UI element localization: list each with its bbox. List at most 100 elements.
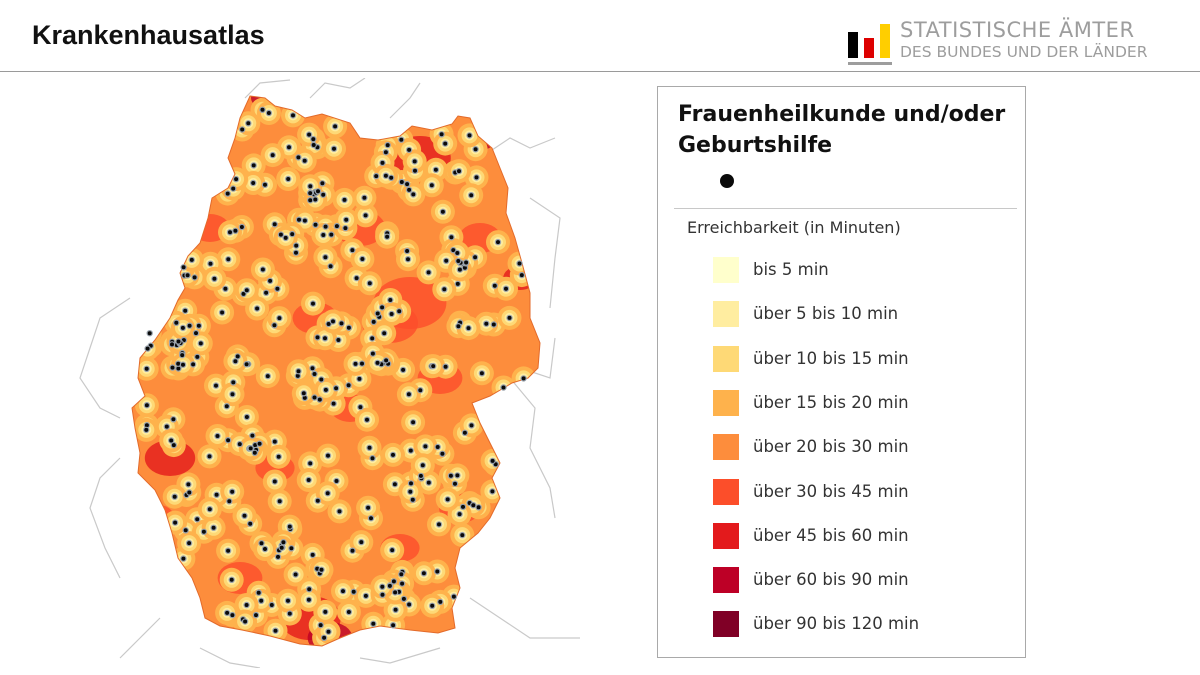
hospital-marker bbox=[490, 321, 497, 328]
legend-class-label: über 10 bis 15 min bbox=[753, 348, 909, 368]
hospital-marker bbox=[374, 359, 381, 367]
hospital-marker bbox=[405, 146, 413, 154]
hospital-marker bbox=[200, 528, 208, 535]
hospital-marker bbox=[335, 336, 342, 344]
hospital-marker bbox=[179, 361, 187, 368]
hospital-marker bbox=[175, 338, 182, 345]
hospital-marker bbox=[422, 443, 429, 450]
hospital-marker bbox=[387, 296, 394, 304]
hospital-marker bbox=[144, 345, 151, 352]
hospital-marker bbox=[379, 591, 386, 599]
hospital-marker bbox=[363, 416, 371, 423]
legend-class-row: über 20 bis 30 min bbox=[713, 434, 1013, 461]
hospital-marker bbox=[301, 157, 308, 164]
hospital-marker bbox=[314, 334, 321, 341]
hospital-marker bbox=[389, 622, 397, 629]
hospital-marker bbox=[169, 364, 176, 371]
hospital-marker bbox=[520, 375, 527, 382]
legend-class-row: über 45 bis 60 min bbox=[713, 522, 1013, 549]
hospital-marker bbox=[353, 274, 360, 282]
hospital-marker bbox=[429, 602, 436, 610]
hospital-marker bbox=[518, 271, 525, 279]
hospital-marker bbox=[230, 379, 237, 386]
hospital-marker bbox=[358, 360, 366, 367]
hospital-marker bbox=[320, 191, 327, 198]
hospital-marker bbox=[306, 189, 314, 197]
hospital-marker bbox=[332, 385, 340, 392]
statistische-aemter-logo: STATISTISCHE ÄMTER DES BUNDES UND DER LÄ… bbox=[848, 14, 1196, 65]
hospital-marker bbox=[322, 223, 329, 230]
hospital-marker bbox=[398, 178, 405, 186]
hospital-marker bbox=[192, 329, 200, 337]
hospital-marker bbox=[143, 402, 151, 409]
hospital-marker bbox=[343, 216, 350, 223]
hospital-marker bbox=[309, 300, 317, 307]
hospital-marker bbox=[311, 394, 318, 401]
hospital-marker bbox=[301, 217, 309, 224]
hospital-marker bbox=[243, 286, 250, 294]
hospital-marker bbox=[389, 546, 396, 554]
hospital-marker bbox=[434, 568, 441, 575]
hospital-marker bbox=[407, 447, 414, 454]
hospital-marker bbox=[178, 351, 186, 359]
hospital-marker bbox=[405, 391, 413, 398]
hospital-marker bbox=[454, 280, 461, 288]
hospital-marker bbox=[367, 515, 375, 522]
hospital-marker bbox=[454, 249, 461, 257]
hospital-marker bbox=[362, 592, 370, 600]
border-denmark bbox=[244, 77, 421, 119]
legend-class-row: über 30 bis 45 min bbox=[713, 478, 1013, 505]
hospital-marker bbox=[373, 172, 380, 180]
hospital-marker bbox=[359, 255, 366, 263]
hospital-marker bbox=[184, 272, 191, 279]
hospital-marker bbox=[432, 166, 440, 174]
hospital-marker bbox=[207, 260, 214, 267]
hospital-marker bbox=[379, 159, 386, 167]
hospital-marker bbox=[194, 353, 201, 361]
legend-class-row: bis 5 min bbox=[713, 257, 1013, 283]
hospital-marker bbox=[403, 180, 411, 188]
hospital-marker bbox=[259, 266, 267, 273]
hospital-marker bbox=[362, 212, 369, 219]
hospital-marker bbox=[282, 234, 289, 242]
hospital-marker bbox=[409, 496, 416, 503]
hospital-marker bbox=[243, 413, 251, 421]
hospital-marker bbox=[382, 148, 390, 156]
hospital-marker bbox=[305, 586, 313, 593]
hospital-marker bbox=[455, 322, 462, 330]
legend-class-label: über 15 bis 20 min bbox=[753, 392, 909, 412]
hospital-marker bbox=[466, 132, 473, 139]
hospital-marker bbox=[312, 221, 319, 228]
hospital-marker bbox=[336, 508, 343, 515]
hospital-marker bbox=[442, 140, 449, 147]
hospital-marker bbox=[428, 182, 435, 189]
hospital-marker bbox=[257, 597, 265, 605]
legend-class-label: über 45 bis 60 min bbox=[753, 525, 909, 545]
hospital-marker bbox=[333, 222, 341, 230]
hospital-marker bbox=[210, 524, 217, 531]
hospital-marker bbox=[228, 576, 235, 583]
hospital-marker bbox=[271, 322, 278, 329]
hospital-marker bbox=[349, 547, 356, 554]
hospital-marker bbox=[391, 589, 399, 596]
hospital-marker bbox=[238, 223, 246, 231]
hospital-markers bbox=[143, 106, 527, 642]
hospital-marker bbox=[398, 136, 405, 143]
hospital-marker bbox=[278, 544, 285, 551]
hospital-marker bbox=[245, 120, 252, 127]
hospital-marker bbox=[320, 231, 327, 239]
hospital-marker bbox=[253, 305, 261, 312]
hospital-marker bbox=[369, 335, 376, 342]
hospital-location-dot-icon bbox=[720, 174, 734, 188]
hospital-marker bbox=[319, 180, 326, 187]
hospital-marker bbox=[366, 280, 373, 287]
hospital-marker bbox=[229, 391, 236, 398]
hospital-marker bbox=[246, 520, 254, 527]
hospital-marker bbox=[320, 634, 328, 642]
hospital-marker bbox=[295, 216, 303, 223]
hospital-marker bbox=[370, 318, 377, 326]
hospital-marker bbox=[305, 131, 313, 138]
hospital-marker bbox=[264, 372, 271, 380]
hospital-marker bbox=[417, 387, 424, 394]
border-france bbox=[89, 457, 121, 579]
